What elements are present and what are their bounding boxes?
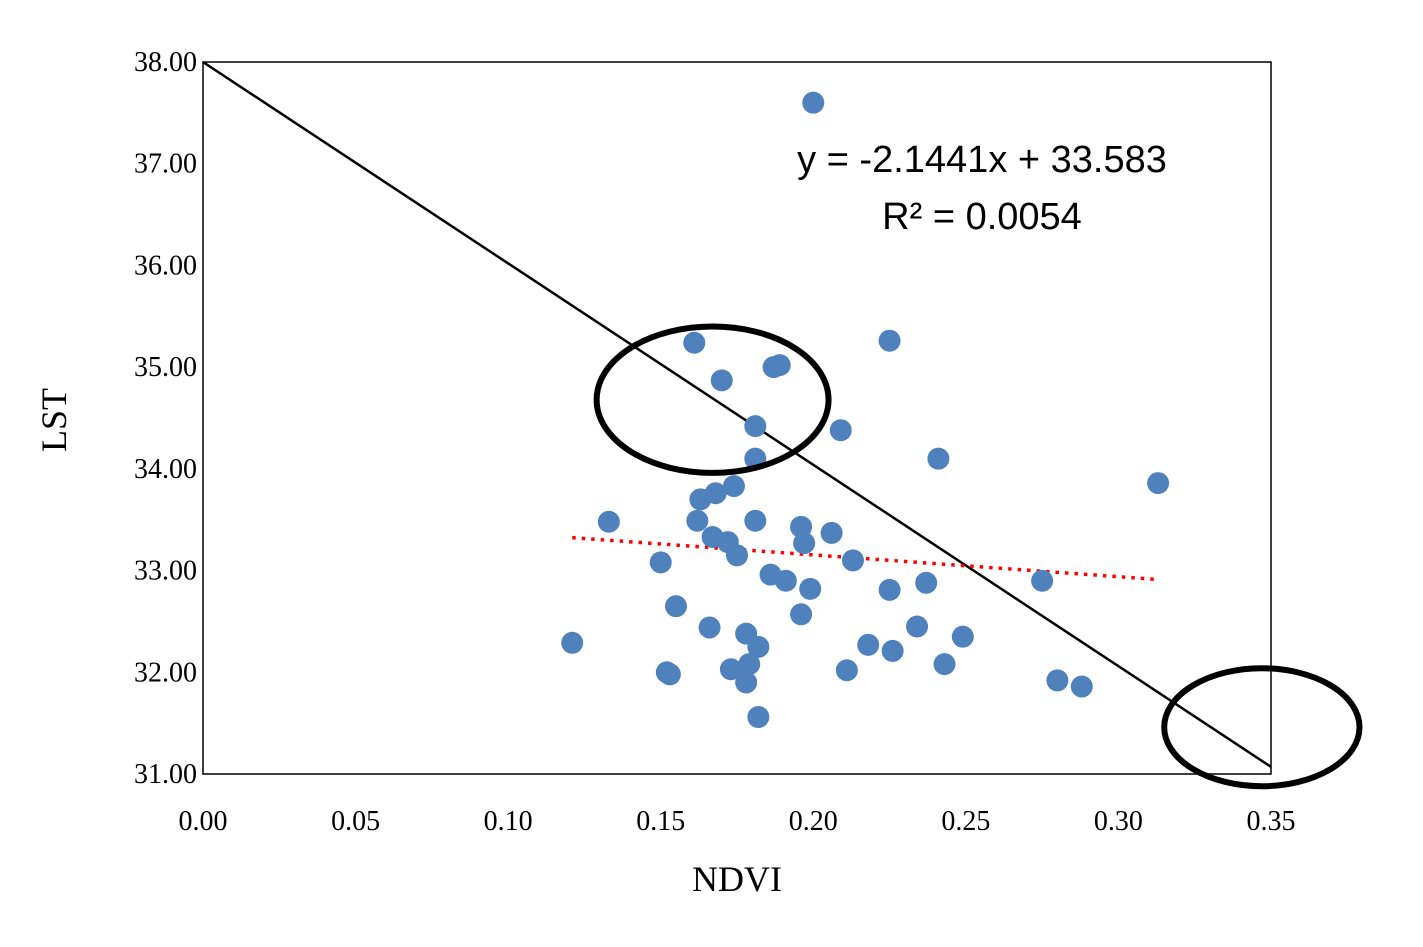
- data-point: [829, 419, 852, 442]
- data-point: [878, 578, 901, 601]
- data-point: [738, 653, 761, 676]
- data-point: [881, 639, 904, 662]
- equation-label: y = -2.1441x + 33.583: [797, 139, 1167, 181]
- data-point: [683, 331, 706, 354]
- y-axis-ticks: 31.00 32.00 33.00 34.00 35.00 36.00 37.00 38.00: [134, 47, 197, 790]
- data-point: [649, 551, 672, 574]
- data-point: [726, 544, 748, 567]
- data-point: [951, 625, 974, 648]
- data-point: [768, 354, 791, 377]
- data-point: [698, 616, 721, 639]
- y-tick-label: 34.00: [134, 454, 197, 485]
- data-point: [915, 571, 938, 594]
- data-point: [1070, 675, 1093, 698]
- data-point: [744, 509, 767, 532]
- data-point: [686, 509, 709, 532]
- data-point: [790, 515, 813, 538]
- y-tick-label: 32.00: [134, 657, 197, 688]
- data-point: [878, 329, 901, 352]
- x-tick-label: 0.00: [179, 806, 228, 837]
- x-tick-label: 0.10: [484, 806, 533, 837]
- data-point: [790, 603, 813, 626]
- y-tick-label: 31.00: [134, 759, 197, 790]
- y-tick-label: 33.00: [134, 556, 197, 587]
- data-point: [719, 658, 742, 681]
- y-tick-label: 36.00: [134, 250, 197, 281]
- data-point: [658, 663, 681, 686]
- x-axis-ticks: 0.00 0.05 0.10 0.15 0.20 0.25 0.30 0.35: [179, 806, 1296, 837]
- data-point: [1046, 669, 1069, 692]
- highlight-ellipse: [1161, 665, 1363, 790]
- data-point: [722, 475, 745, 498]
- data-point: [799, 577, 822, 600]
- x-tick-label: 0.05: [331, 806, 380, 837]
- data-point: [933, 653, 956, 676]
- reference-line: [202, 60, 1272, 768]
- data-points: [561, 91, 1170, 729]
- data-point: [664, 595, 687, 618]
- y-tick-label: 37.00: [134, 149, 197, 180]
- y-axis-title: LST: [34, 388, 74, 452]
- data-point: [835, 659, 858, 682]
- data-point: [710, 369, 733, 392]
- highlight-ellipses: [593, 323, 1363, 790]
- trend-line: [572, 535, 1159, 582]
- data-point: [820, 521, 843, 544]
- y-tick-label: 38.00: [134, 47, 197, 78]
- x-tick-label: 0.35: [1247, 806, 1296, 837]
- data-point: [561, 631, 584, 654]
- x-axis-title: NDVI: [692, 859, 782, 899]
- data-point: [802, 91, 825, 114]
- data-point: [841, 549, 864, 572]
- data-point: [747, 706, 770, 729]
- x-tick-label: 0.20: [789, 806, 838, 837]
- data-point: [689, 488, 712, 511]
- data-point: [906, 615, 929, 638]
- data-point: [774, 569, 797, 592]
- r-squared-label: R² = 0.0054: [882, 196, 1082, 238]
- x-tick-label: 0.25: [941, 806, 990, 837]
- data-point: [857, 633, 880, 656]
- data-point: [597, 510, 620, 533]
- data-point: [1147, 472, 1170, 495]
- data-point: [735, 671, 758, 694]
- x-tick-label: 0.30: [1094, 806, 1143, 837]
- data-point: [744, 415, 767, 438]
- data-point: [927, 447, 950, 470]
- x-tick-label: 0.15: [636, 806, 685, 837]
- highlight-ellipse: [593, 323, 832, 476]
- data-point: [1031, 569, 1054, 592]
- data-point: [747, 635, 770, 658]
- data-point: [793, 532, 816, 555]
- y-tick-label: 35.00: [134, 352, 197, 383]
